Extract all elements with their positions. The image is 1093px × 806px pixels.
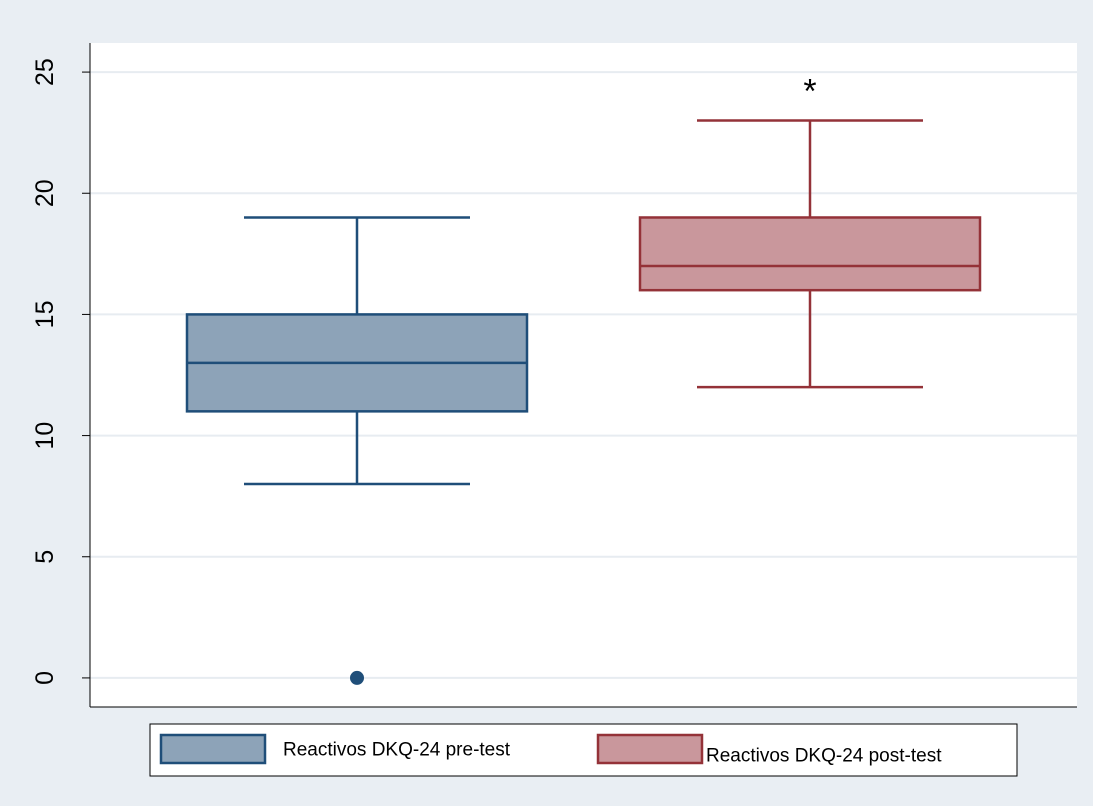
box-2 xyxy=(638,119,982,389)
annotations: * xyxy=(803,72,816,110)
box-series xyxy=(185,119,982,685)
y-tick-label: 10 xyxy=(31,422,59,450)
y-tick-label: 25 xyxy=(31,58,59,86)
box-1 xyxy=(185,216,529,685)
legend-swatch-1 xyxy=(159,733,267,765)
y-axis: 0 5 10 15 20 25 xyxy=(31,43,1077,708)
iqr-box xyxy=(638,216,982,292)
y-tick-label: 20 xyxy=(31,179,59,207)
legend-swatch-2 xyxy=(596,733,704,765)
legend-label-1: Reactivos DKQ-24 pre-test xyxy=(283,740,511,761)
significance-marker: * xyxy=(803,72,816,110)
legend: Reactivos DKQ-24 pre-test Reactivos DKQ-2… xyxy=(149,723,1018,777)
outlier-point xyxy=(350,670,364,685)
y-tick-label: 5 xyxy=(31,550,59,564)
legend-box xyxy=(149,723,1018,777)
legend-label-2: Reactivos DKQ-24 post-test xyxy=(706,746,942,767)
y-tick-label: 15 xyxy=(31,301,59,329)
y-tick-label: 0 xyxy=(31,671,59,685)
